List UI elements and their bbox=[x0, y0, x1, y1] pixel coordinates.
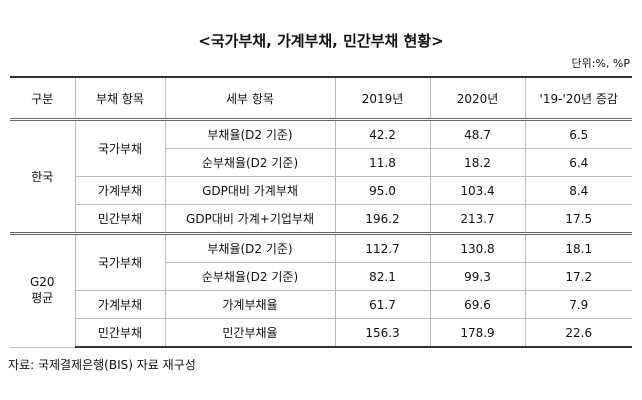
detail-cell: 부채율(D2 기준) bbox=[164, 118, 336, 149]
value-cell: 8.4 bbox=[524, 176, 632, 205]
group-cell: G20 평균 bbox=[10, 232, 76, 348]
header-row: 구분 부채 항목 세부 항목 2019년 2020년 '19-'20년 증감 bbox=[10, 76, 632, 120]
table-row: 순부채율(D2 기준) 82.1 99.3 17.2 bbox=[10, 262, 632, 291]
unit: 단위:%, %P bbox=[571, 57, 630, 70]
value-cell: 18.1 bbox=[524, 232, 632, 263]
table-row: G20 평균 국가부채 부채율(D2 기준) 112.7 130.8 18.1 bbox=[10, 232, 632, 348]
value-cell: 112.7 bbox=[334, 232, 431, 263]
item-cell: 가계부채 bbox=[75, 290, 166, 319]
header-cell: '19-'20년 증감 bbox=[524, 76, 632, 120]
item-cell: 국가부채 bbox=[74, 118, 166, 177]
header-cell: 2020년 bbox=[429, 76, 526, 120]
group-name: 한국 bbox=[31, 170, 54, 184]
title: <국가부채, 가계부채, 민간부채 현황> bbox=[198, 32, 444, 50]
source: 자료: 국제결제은행(BIS) 자료 재구성 bbox=[8, 358, 196, 372]
value-cell: 18.2 bbox=[429, 148, 526, 177]
value-cell: 7.9 bbox=[524, 290, 632, 319]
table-row: 가계부채 GDP대비 가계부채 95.0 103.4 8.4 bbox=[10, 176, 632, 205]
detail-cell: 부채율(D2 기준) bbox=[164, 232, 336, 263]
value-cell: 103.4 bbox=[429, 176, 526, 205]
debt-table: 구분 부채 항목 세부 항목 2019년 2020년 '19-'20년 증감 한국 국가부채 부… bbox=[10, 76, 632, 348]
value-cell: 6.4 bbox=[524, 148, 632, 177]
header-cell: 세부 항목 bbox=[164, 76, 336, 120]
group-name: 평균 bbox=[31, 291, 54, 306]
value-cell: 156.3 bbox=[334, 318, 431, 348]
table-row: 민간부채 민간부채율 156.3 178.9 22.6 bbox=[10, 318, 632, 348]
group-cell: 한국 bbox=[10, 118, 76, 234]
value-cell: 196.2 bbox=[334, 204, 431, 234]
detail-cell: 민간부채율 bbox=[164, 318, 336, 348]
table-row: 한국 국가부채 부채율(D2 기준) 42.2 48.7 6.5 bbox=[10, 118, 632, 234]
detail-cell: 순부채율(D2 기준) bbox=[165, 262, 336, 291]
value-cell: 99.3 bbox=[429, 262, 526, 291]
item-cell: 민간부채 bbox=[75, 318, 166, 348]
table-row: 가계부채 가계부채율 61.7 69.6 7.9 bbox=[10, 290, 632, 319]
item-cell: 민간부채 bbox=[75, 204, 166, 234]
value-cell: 130.8 bbox=[429, 232, 526, 263]
header-cell: 부채 항목 bbox=[74, 76, 166, 120]
detail-cell: GDP대비 가계+기업부채 bbox=[164, 204, 336, 234]
detail-cell: GDP대비 가계부채 bbox=[164, 176, 336, 205]
value-cell: 69.6 bbox=[429, 290, 526, 319]
group-name: G20 bbox=[29, 275, 55, 290]
value-cell: 17.2 bbox=[524, 262, 632, 291]
header-cell: 구분 bbox=[10, 76, 76, 120]
value-cell: 48.7 bbox=[429, 118, 526, 149]
value-cell: 11.8 bbox=[334, 148, 431, 177]
detail-cell: 순부채율(D2 기준) bbox=[165, 148, 336, 177]
value-cell: 213.7 bbox=[429, 204, 526, 234]
item-cell: 국가부채 bbox=[74, 232, 166, 291]
item-cell: 가계부채 bbox=[75, 176, 166, 205]
table-row: 민간부채 GDP대비 가계+기업부채 196.2 213.7 17.5 bbox=[10, 204, 632, 234]
value-cell: 6.5 bbox=[524, 118, 632, 149]
value-cell: 17.5 bbox=[524, 204, 632, 234]
header-cell: 2019년 bbox=[334, 76, 431, 120]
value-cell: 42.2 bbox=[334, 118, 431, 149]
detail-cell: 가계부채율 bbox=[164, 290, 336, 319]
value-cell: 61.7 bbox=[334, 290, 431, 319]
value-cell: 82.1 bbox=[334, 262, 431, 291]
value-cell: 22.6 bbox=[524, 318, 632, 348]
value-cell: 178.9 bbox=[429, 318, 526, 348]
value-cell: 95.0 bbox=[334, 176, 431, 205]
